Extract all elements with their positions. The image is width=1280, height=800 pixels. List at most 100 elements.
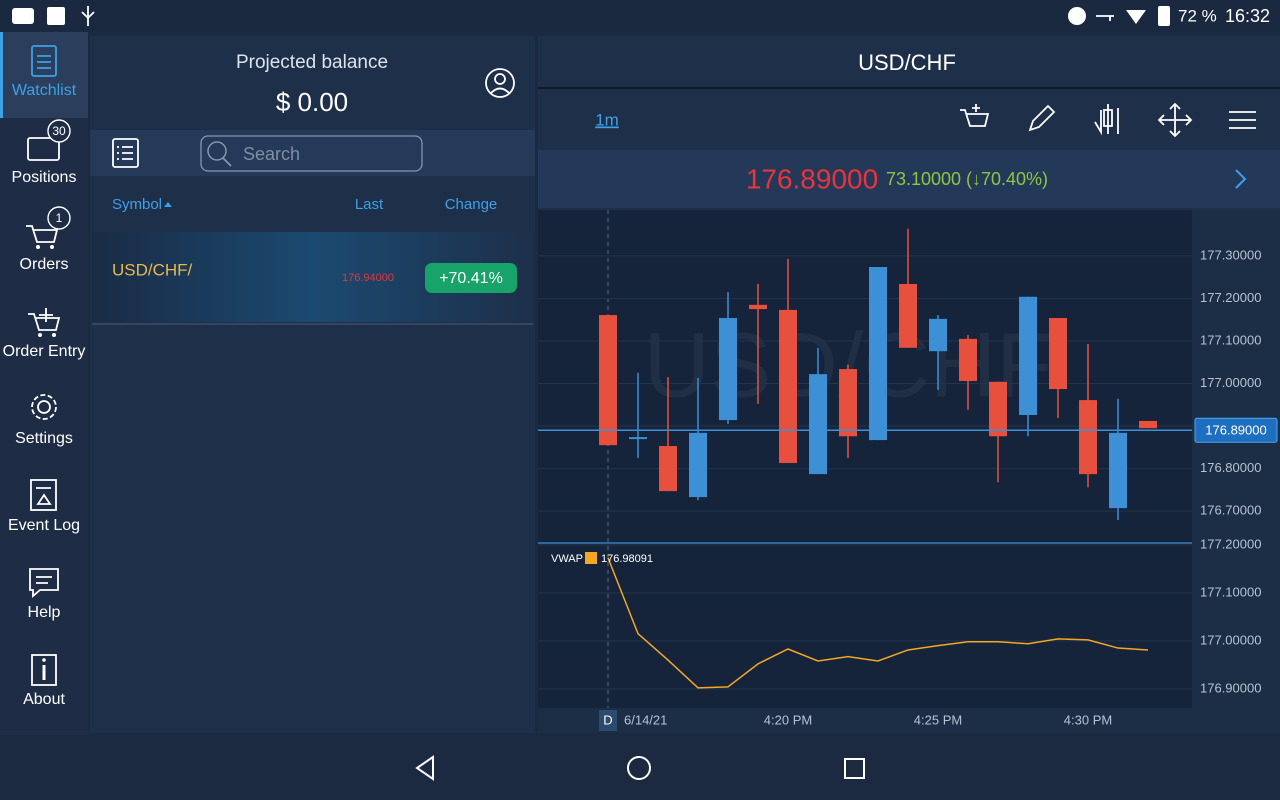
y-tick-label: 177.20000 [1200, 536, 1261, 551]
candle-body [1049, 318, 1067, 390]
indicator-value: 176.98091 [601, 553, 653, 565]
icon [222, 157, 232, 167]
icon [28, 308, 61, 331]
last-price-label: 176.89000 [1205, 423, 1266, 438]
nav-orders[interactable]: 1 Orders [20, 206, 71, 273]
toolbar-icons [960, 102, 1256, 138]
menu-button[interactable] [1229, 111, 1256, 129]
sort-icon [164, 202, 172, 207]
nav-about[interactable]: About [23, 654, 65, 708]
nav-positions[interactable]: 30 Positions [12, 119, 77, 186]
clock: 16:32 [1225, 6, 1270, 26]
move-button[interactable] [1157, 102, 1193, 138]
icon [207, 141, 227, 161]
chart-title: USD/CHF [858, 50, 956, 75]
watchlist-row[interactable]: USD/CHF/ 176.94000 +70.41% [92, 232, 533, 322]
balance-label: Projected balance [236, 52, 388, 73]
y-tick-label: 176.90000 [1200, 680, 1261, 695]
icon [50, 245, 54, 249]
candle-body [599, 315, 617, 446]
candle-body [629, 437, 647, 440]
sort-symbol[interactable]: Symbol [112, 196, 172, 213]
sidebar [0, 32, 88, 735]
icon [31, 45, 57, 77]
list-button[interactable] [112, 138, 139, 168]
add-order-button[interactable] [960, 104, 990, 127]
legend-swatch [585, 552, 597, 564]
home-button[interactable] [627, 756, 651, 780]
icon [112, 138, 139, 168]
status-icon [1096, 15, 1114, 21]
nav-help[interactable]: Help [28, 568, 61, 621]
nav-settings[interactable]: Settings [15, 394, 73, 447]
icon [27, 137, 60, 161]
indicator-button[interactable] [1094, 104, 1119, 136]
nav-order-entry[interactable]: Order Entry [3, 308, 86, 360]
price-bar [538, 150, 1280, 208]
search-placeholder: Search [243, 144, 300, 164]
x-tick-label: 4:25 PM [914, 712, 962, 727]
y-tick-label: 177.00000 [1200, 632, 1261, 647]
nav-watchlist[interactable]: Watchlist [12, 45, 77, 99]
y-tick-label: 177.10000 [1200, 584, 1261, 599]
icon [30, 479, 57, 511]
search-box[interactable]: Search [200, 135, 423, 172]
nav-event-log[interactable]: Event Log [8, 479, 80, 534]
status-icon [81, 6, 95, 26]
icon [31, 394, 57, 420]
expand-button[interactable] [1235, 169, 1247, 189]
nav-label: Settings [15, 430, 73, 447]
status-icon [12, 8, 34, 24]
status-icon [47, 7, 65, 25]
period-label: D [603, 712, 612, 727]
icon [494, 73, 506, 85]
profile-button[interactable] [485, 68, 515, 98]
candle-body [689, 432, 707, 498]
icon [117, 146, 133, 160]
indicator-name: VWAP [551, 553, 583, 565]
nav-label: Positions [12, 169, 77, 186]
change: +70.41% [439, 270, 503, 287]
toolbar [90, 130, 535, 176]
period-box [599, 710, 617, 731]
active-item [0, 32, 88, 118]
nav-label: Orders [20, 256, 69, 273]
draw-button[interactable] [1028, 104, 1056, 132]
icon [37, 55, 51, 69]
icon [26, 225, 59, 243]
time-axis [538, 708, 1280, 733]
candle-body [1019, 296, 1037, 415]
badge-count: 30 [52, 124, 66, 138]
icon [485, 68, 515, 98]
symbol: USD/CHF/ [112, 260, 193, 279]
y-tick-label: 176.80000 [1200, 460, 1261, 475]
x-tick-label: 4:30 PM [1064, 712, 1112, 727]
status-icon [1068, 7, 1086, 25]
column-header[interactable]: Last [355, 196, 384, 213]
current-price: 176.89000 [746, 163, 878, 194]
active-indicator [0, 32, 3, 118]
icon [36, 487, 52, 505]
y-tick-label: 177.10000 [1200, 332, 1261, 347]
search-field [200, 135, 423, 172]
last-price: 176.94000 [342, 272, 394, 284]
nav-label: Order Entry [3, 343, 86, 360]
icon [42, 658, 46, 662]
interval[interactable]: 1m [595, 110, 619, 129]
badge-count: 1 [56, 211, 63, 225]
icon [36, 576, 52, 584]
candle-body [1139, 420, 1157, 429]
candle-body [809, 374, 827, 475]
icon [52, 333, 56, 337]
badge [47, 206, 71, 230]
vwap-line [607, 557, 1149, 689]
candle-body [869, 266, 887, 441]
candle-body [989, 381, 1007, 437]
icon [490, 87, 510, 94]
back-button[interactable] [415, 755, 434, 781]
column-header[interactable]: Change [445, 196, 498, 213]
status-icon [1126, 10, 1146, 24]
candle-body [779, 309, 797, 464]
recents-button[interactable] [844, 758, 865, 779]
nav-label: Watchlist [12, 82, 77, 99]
